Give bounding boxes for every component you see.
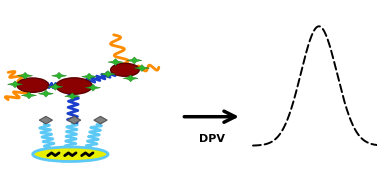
Polygon shape	[8, 81, 23, 88]
Polygon shape	[22, 92, 36, 99]
Polygon shape	[82, 73, 97, 80]
Circle shape	[56, 78, 92, 94]
Text: DPV: DPV	[198, 134, 225, 144]
Polygon shape	[38, 90, 53, 97]
Polygon shape	[127, 57, 142, 64]
Polygon shape	[101, 71, 116, 77]
Polygon shape	[48, 83, 63, 90]
Circle shape	[17, 78, 48, 92]
Polygon shape	[108, 59, 123, 66]
Polygon shape	[123, 75, 138, 82]
Ellipse shape	[33, 147, 108, 162]
Polygon shape	[94, 116, 107, 124]
Circle shape	[111, 63, 139, 76]
Polygon shape	[85, 84, 101, 91]
Polygon shape	[51, 72, 67, 79]
Polygon shape	[65, 93, 80, 100]
Polygon shape	[135, 65, 149, 72]
Polygon shape	[68, 116, 81, 124]
Polygon shape	[18, 72, 33, 79]
Polygon shape	[39, 116, 53, 124]
